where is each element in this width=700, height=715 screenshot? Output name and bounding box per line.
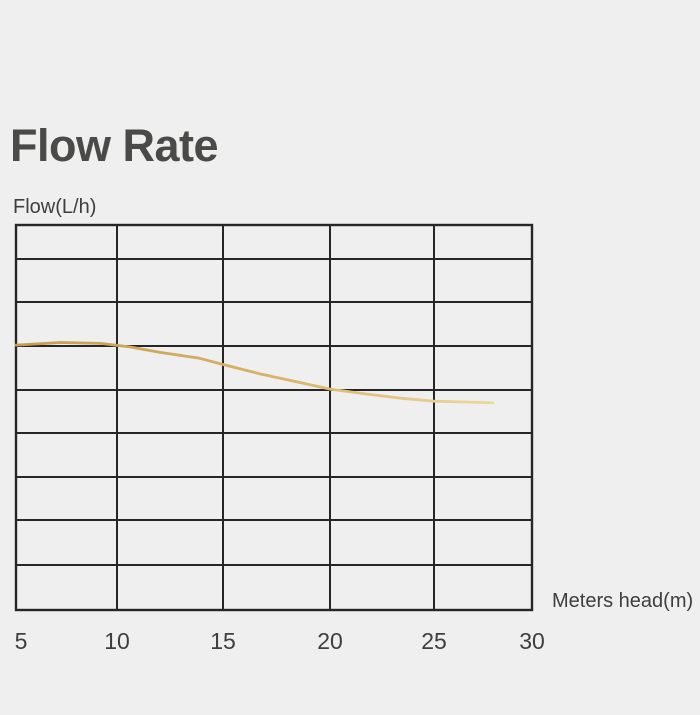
plot-border [14,223,534,612]
x-tick-label-5: 5 [14,628,28,654]
x-axis-label: Meters head(m) [552,590,694,612]
x-tick-label-20: 20 [317,628,343,654]
flow-curve [14,341,495,405]
x-tick-label-30: 30 [519,628,545,654]
x-tick-label-25: 25 [421,628,447,654]
chart-title: Flow Rate [10,120,219,171]
x-tick-label-15: 15 [210,628,236,654]
x-tick-label-10: 10 [104,628,130,654]
grid-lines [15,224,533,611]
y-axis-label: Flow(L/h) [13,196,97,218]
